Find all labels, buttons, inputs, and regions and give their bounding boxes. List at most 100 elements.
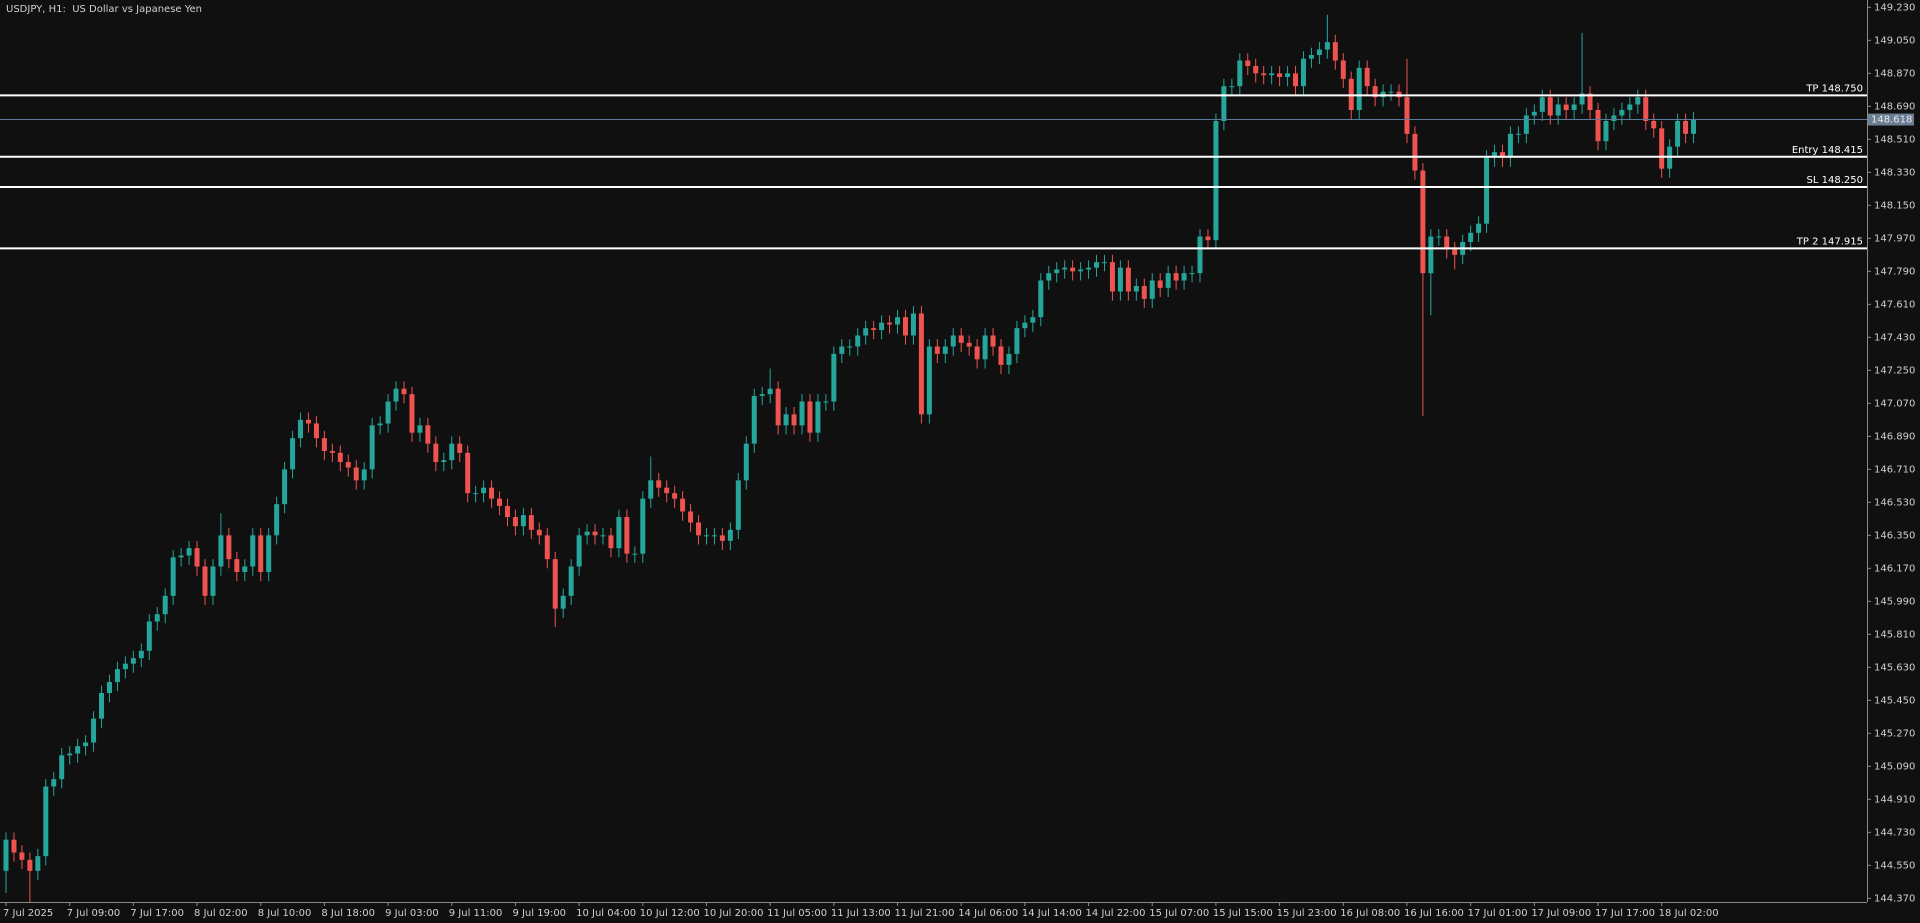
candle-body <box>1101 262 1107 264</box>
candle-body <box>1627 104 1633 110</box>
candle-body <box>1125 267 1131 292</box>
candle-body <box>1245 60 1251 66</box>
candle-body <box>1300 58 1306 87</box>
candle-body <box>329 451 335 453</box>
candle-body <box>1611 115 1617 121</box>
x-tick-label: 11 Jul 05:00 <box>767 908 827 919</box>
y-tick-label: 146.530 <box>1874 497 1915 508</box>
x-tick-label: 14 Jul 14:00 <box>1022 908 1082 919</box>
x-tick-label: 7 Jul 2025 <box>3 908 53 919</box>
candle-body <box>1293 73 1299 87</box>
y-tick-label: 147.610 <box>1874 299 1915 310</box>
candle-body <box>1468 232 1474 242</box>
y-tick-label: 146.350 <box>1874 530 1915 541</box>
candle-body <box>783 414 789 426</box>
candle-body <box>1221 86 1227 121</box>
candle-body <box>632 553 638 555</box>
candle-body <box>1436 236 1442 238</box>
candle-body <box>648 480 654 499</box>
candle-body <box>942 346 948 354</box>
candle-body <box>1054 269 1060 274</box>
candle-body <box>194 548 200 567</box>
candle-body <box>1507 133 1513 158</box>
candle-body <box>3 839 9 871</box>
candle-body <box>751 396 757 444</box>
candle-body <box>1189 273 1195 275</box>
level-label: TP 148.750 <box>1805 83 1863 94</box>
candle-body <box>855 335 861 347</box>
candle-body <box>313 423 319 439</box>
candle-body <box>1619 110 1625 116</box>
y-tick-label: 147.790 <box>1874 266 1915 277</box>
candle-body <box>1253 66 1259 74</box>
candle-body <box>696 522 702 536</box>
chart-title: USDJPY, H1: US Dollar vs Japanese Yen <box>6 4 202 15</box>
candle-body <box>1324 42 1330 50</box>
candle-body <box>1563 104 1569 110</box>
candle-body <box>1022 322 1028 329</box>
x-tick-label: 8 Jul 10:00 <box>258 908 312 919</box>
price-label: 148.618 <box>1871 115 1912 126</box>
x-tick-label: 10 Jul 12:00 <box>640 908 700 919</box>
x-tick-label: 16 Jul 08:00 <box>1340 908 1400 919</box>
candle-body <box>1332 42 1338 61</box>
candle-body <box>775 388 781 426</box>
candle-body <box>910 313 916 336</box>
price-label-box <box>1868 113 1914 126</box>
x-tick-label: 9 Jul 03:00 <box>385 908 439 919</box>
y-tick-label: 145.270 <box>1874 728 1915 739</box>
candle-body <box>735 480 741 530</box>
y-tick-label: 149.230 <box>1874 2 1915 13</box>
candle-body <box>1372 86 1378 98</box>
y-tick-label: 148.870 <box>1874 68 1915 79</box>
candle-body <box>1109 262 1115 292</box>
y-tick-label: 144.730 <box>1874 827 1915 838</box>
x-tick-label: 9 Jul 19:00 <box>512 908 566 919</box>
candle-body <box>266 535 272 572</box>
candle-body <box>1404 97 1410 134</box>
x-tick-label: 17 Jul 09:00 <box>1531 908 1591 919</box>
candle-body <box>990 335 996 347</box>
candle-body <box>337 452 343 462</box>
candle-body <box>1484 157 1490 224</box>
candle-body <box>1094 262 1100 268</box>
candle-body <box>385 401 391 424</box>
candle-body <box>202 566 208 596</box>
candle-body <box>1635 97 1641 105</box>
candle-body <box>345 462 351 468</box>
candle-body <box>512 517 518 527</box>
candle-body <box>1285 73 1291 77</box>
candle-body <box>1579 93 1585 105</box>
candle-body <box>154 614 160 622</box>
candle-body <box>1269 73 1275 76</box>
candle-body <box>1571 104 1577 110</box>
candle-body <box>250 535 256 567</box>
candle-body <box>1499 152 1505 158</box>
candle-body <box>974 346 980 360</box>
candle-body <box>1547 97 1553 116</box>
candle-body <box>409 394 415 433</box>
candle-body <box>1555 104 1561 116</box>
candle-body <box>1308 55 1314 59</box>
candle-body <box>727 529 733 541</box>
candle-body <box>584 531 590 536</box>
candle-body <box>672 493 678 499</box>
candle-body <box>353 467 359 481</box>
x-tick-label: 8 Jul 02:00 <box>194 908 248 919</box>
candle-body <box>417 425 423 433</box>
candle-body <box>51 779 57 787</box>
candle-body <box>234 559 240 572</box>
candle-body <box>520 515 526 527</box>
candle-body <box>1006 353 1012 365</box>
candle-body <box>43 786 49 857</box>
candle-body <box>958 335 964 343</box>
candle-body <box>879 322 885 330</box>
candle-body <box>305 419 311 424</box>
candle-body <box>552 559 558 609</box>
y-tick-label: 147.250 <box>1874 365 1915 376</box>
candle-body <box>465 452 471 494</box>
candle-body <box>576 535 582 567</box>
candle-body <box>1229 86 1235 88</box>
candle-body <box>616 517 622 549</box>
candle-body <box>902 317 908 336</box>
